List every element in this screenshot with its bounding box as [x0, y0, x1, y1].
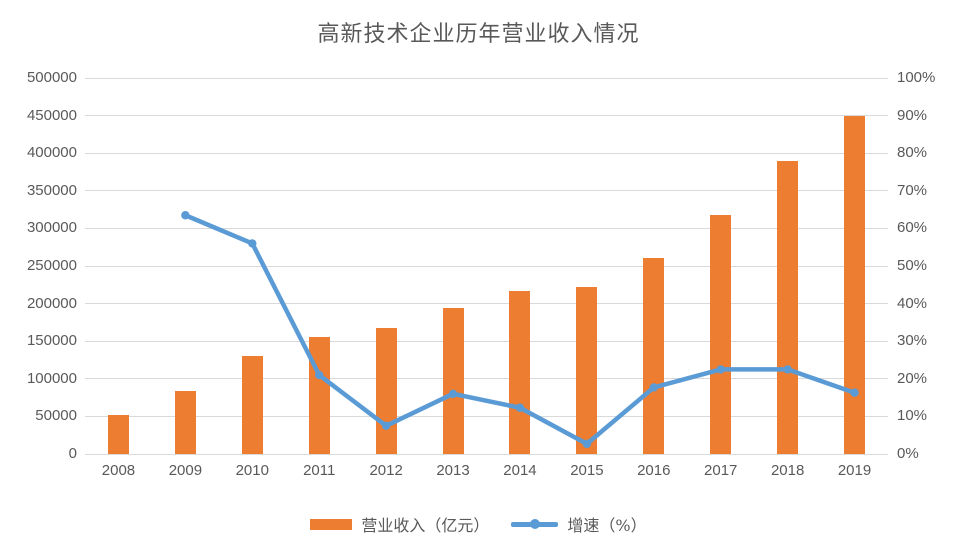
x-label-2016: 2016	[637, 462, 671, 479]
bar-2011	[308, 336, 330, 454]
right-axis-tick: 10%	[897, 407, 928, 425]
bar-2008	[107, 415, 129, 454]
growth-line-marker	[181, 211, 190, 220]
left-axis-tick: 300000	[26, 219, 77, 237]
bar-2012	[375, 328, 397, 454]
right-axis-tick: 80%	[897, 144, 928, 162]
chart-title: 高新技术企业历年营业收入情况	[317, 22, 640, 47]
left-axis-tick: 200000	[26, 294, 77, 312]
gridline	[85, 265, 888, 267]
left-axis-tick: 150000	[26, 332, 77, 350]
legend-item-revenue: 营业收入（亿元）	[310, 512, 489, 536]
x-label-2008: 2008	[101, 462, 136, 479]
left-axis-tick: 50000	[35, 407, 77, 425]
gridline	[85, 190, 888, 192]
bar-2016	[643, 257, 665, 454]
x-label-2013: 2013	[436, 462, 470, 479]
gridline	[85, 378, 888, 380]
bar-2017	[710, 214, 732, 454]
legend: 营业收入（亿元） 增速（%）	[0, 512, 957, 536]
x-label-2017: 2017	[704, 462, 738, 479]
x-label-2009: 2009	[168, 462, 203, 479]
gridline	[85, 77, 888, 79]
right-axis-tick: 20%	[897, 369, 928, 387]
x-label-2011: 2011	[303, 462, 336, 479]
bar-2018	[777, 160, 799, 454]
right-axis-tick: 60%	[897, 219, 928, 237]
legend-line-swatch	[511, 519, 559, 529]
right-axis-tick: 50%	[897, 257, 928, 274]
gridline	[85, 227, 888, 229]
x-label-2014: 2014	[503, 462, 537, 479]
gridline	[85, 152, 888, 154]
growth-line-marker	[248, 239, 257, 248]
x-label-2019: 2019	[837, 462, 872, 479]
legend-label-growth: 增速（%）	[567, 516, 647, 535]
right-axis-tick: 70%	[897, 181, 928, 199]
bar-2009	[174, 390, 196, 454]
legend-item-growth: 增速（%）	[511, 512, 647, 536]
bar-2013	[442, 307, 464, 454]
right-axis-tick: 100%	[897, 69, 936, 86]
gridline	[85, 303, 888, 305]
x-label-2010: 2010	[235, 462, 269, 479]
legend-line-marker-dot	[529, 519, 540, 529]
right-axis-tick: 0%	[897, 445, 919, 462]
left-axis-tick: 400000	[26, 144, 77, 162]
legend-label-revenue: 营业收入（亿元）	[361, 516, 490, 535]
left-axis-tick: 100000	[26, 369, 77, 387]
legend-bar-swatch	[310, 518, 353, 530]
right-axis-tick: 90%	[897, 106, 928, 124]
left-axis-tick: 500000	[26, 69, 77, 86]
x-label-2012: 2012	[369, 462, 403, 479]
gridline	[85, 340, 888, 342]
left-axis-tick: 350000	[26, 181, 77, 199]
left-axis-tick: 450000	[26, 106, 77, 124]
bar-2019	[844, 115, 866, 454]
right-axis-tick: 30%	[897, 332, 928, 350]
bar-2010	[241, 355, 263, 454]
gridline	[85, 115, 888, 117]
left-axis-tick: 250000	[26, 257, 77, 274]
left-axis-tick: 0	[68, 445, 77, 462]
x-label-2015: 2015	[570, 462, 604, 479]
bar-2014	[509, 291, 531, 454]
gridline	[85, 453, 888, 455]
gridline	[85, 415, 888, 417]
x-label-2018: 2018	[770, 462, 805, 479]
bar-2015	[576, 286, 598, 454]
right-axis-tick: 40%	[897, 294, 928, 312]
